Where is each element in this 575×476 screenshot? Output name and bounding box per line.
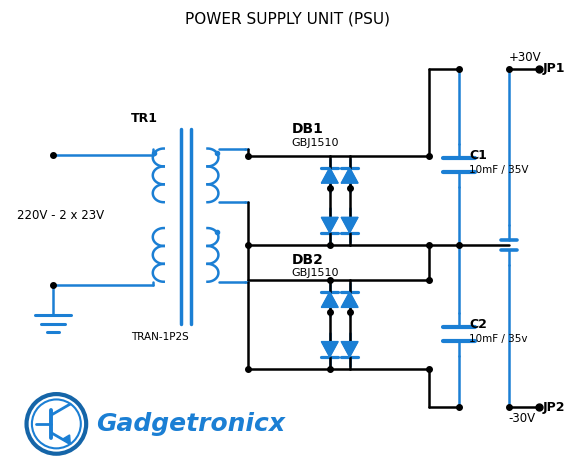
Polygon shape <box>341 168 358 183</box>
Text: GBJ1510: GBJ1510 <box>291 138 339 148</box>
Polygon shape <box>321 342 338 357</box>
Text: Gadgetronicx: Gadgetronicx <box>96 412 285 436</box>
Polygon shape <box>341 342 358 357</box>
Text: 10mF / 35V: 10mF / 35V <box>469 165 528 175</box>
Text: TRAN-1P2S: TRAN-1P2S <box>131 332 189 342</box>
Text: JP1: JP1 <box>542 62 565 76</box>
Polygon shape <box>63 435 70 444</box>
Polygon shape <box>321 218 338 233</box>
Polygon shape <box>341 292 358 307</box>
Text: C1: C1 <box>469 149 487 162</box>
Text: C2: C2 <box>469 318 487 331</box>
Polygon shape <box>341 218 358 233</box>
Text: POWER SUPPLY UNIT (PSU): POWER SUPPLY UNIT (PSU) <box>185 12 389 27</box>
Text: GBJ1510: GBJ1510 <box>291 268 339 278</box>
Text: 10mF / 35v: 10mF / 35v <box>469 335 527 345</box>
Text: JP2: JP2 <box>542 400 565 414</box>
Text: +30V: +30V <box>509 50 541 64</box>
Polygon shape <box>321 168 338 183</box>
Text: TR1: TR1 <box>131 112 158 125</box>
Text: -30V: -30V <box>509 412 536 426</box>
Polygon shape <box>321 292 338 307</box>
Text: DB2: DB2 <box>292 253 324 267</box>
Text: DB1: DB1 <box>292 122 324 136</box>
Text: 220V - 2 x 23V: 220V - 2 x 23V <box>17 208 104 222</box>
